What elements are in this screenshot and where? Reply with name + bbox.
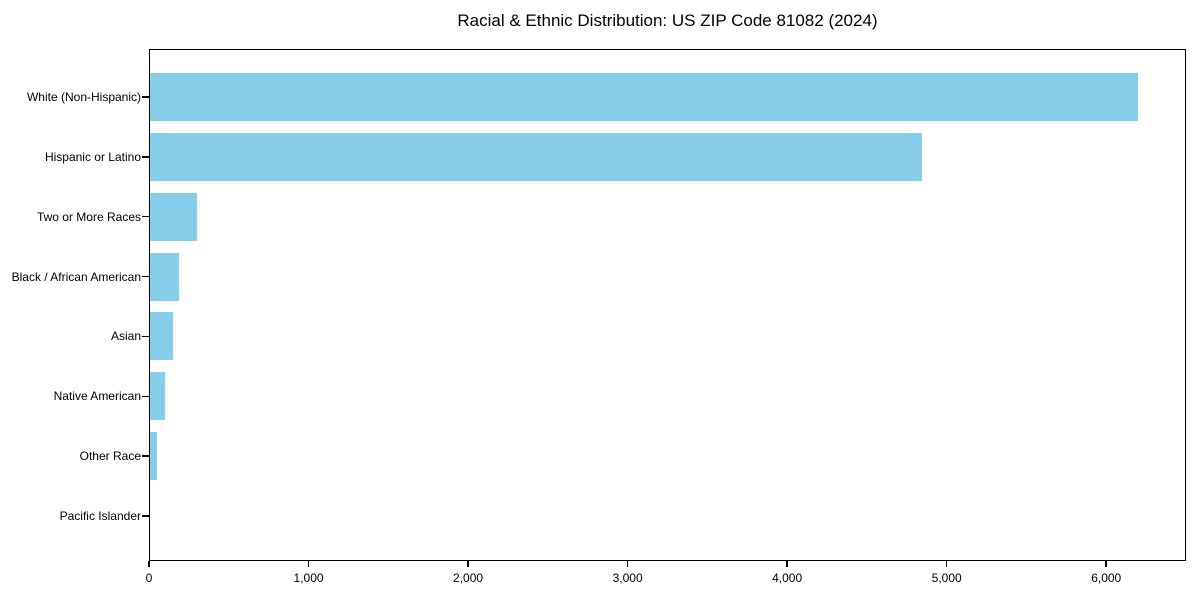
x-tick-label: 0 — [145, 571, 153, 585]
y-tick-mark — [142, 96, 149, 98]
x-tick-label: 6,000 — [1091, 571, 1122, 585]
y-axis-label: Hispanic or Latino — [44, 149, 141, 164]
x-tick-mark — [626, 561, 629, 567]
y-axis-label: Native American — [53, 389, 141, 404]
y-tick-mark — [142, 515, 149, 517]
bar-two-or-more-races — [149, 192, 197, 241]
y-axis-label: Pacific Islander — [59, 509, 141, 523]
y-axis-label: Black / African American — [11, 269, 141, 284]
y-axis-label: Asian — [110, 329, 141, 344]
x-tick-mark — [467, 561, 469, 567]
x-tick-label: 3,000 — [612, 571, 643, 585]
x-tick-mark — [786, 561, 788, 567]
bar-asian — [149, 312, 173, 361]
bar-black-african-american — [149, 252, 180, 301]
bar-other-race — [149, 432, 157, 481]
x-tick-label: 1,000 — [293, 571, 324, 585]
y-tick-mark — [142, 156, 149, 158]
y-tick-mark — [142, 275, 149, 278]
y-axis-label: Two or More Races — [36, 209, 141, 224]
bar-native-american — [149, 372, 165, 421]
bar-hispanic-or-latino — [149, 132, 922, 181]
x-tick-label: 2,000 — [453, 571, 484, 585]
x-tick-label: 5,000 — [931, 571, 962, 585]
y-tick-mark — [142, 215, 149, 218]
x-tick-mark — [1105, 561, 1107, 567]
y-axis-label: Other Race — [79, 449, 141, 464]
bar-white-non-hispanic — [149, 73, 1139, 121]
x-tick-label: 4,000 — [772, 571, 803, 585]
chart-title: Racial & Ethnic Distribution: US ZIP Cod… — [457, 11, 878, 30]
plot-frame — [149, 49, 1186, 561]
plot-area — [149, 49, 1186, 561]
x-tick-mark — [945, 561, 948, 567]
y-tick-mark — [142, 455, 149, 457]
y-axis-label: White (Non-Hispanic) — [26, 90, 141, 104]
y-tick-mark — [142, 335, 149, 338]
x-tick-mark — [148, 561, 150, 567]
x-tick-mark — [307, 561, 310, 567]
y-tick-mark — [142, 395, 149, 398]
